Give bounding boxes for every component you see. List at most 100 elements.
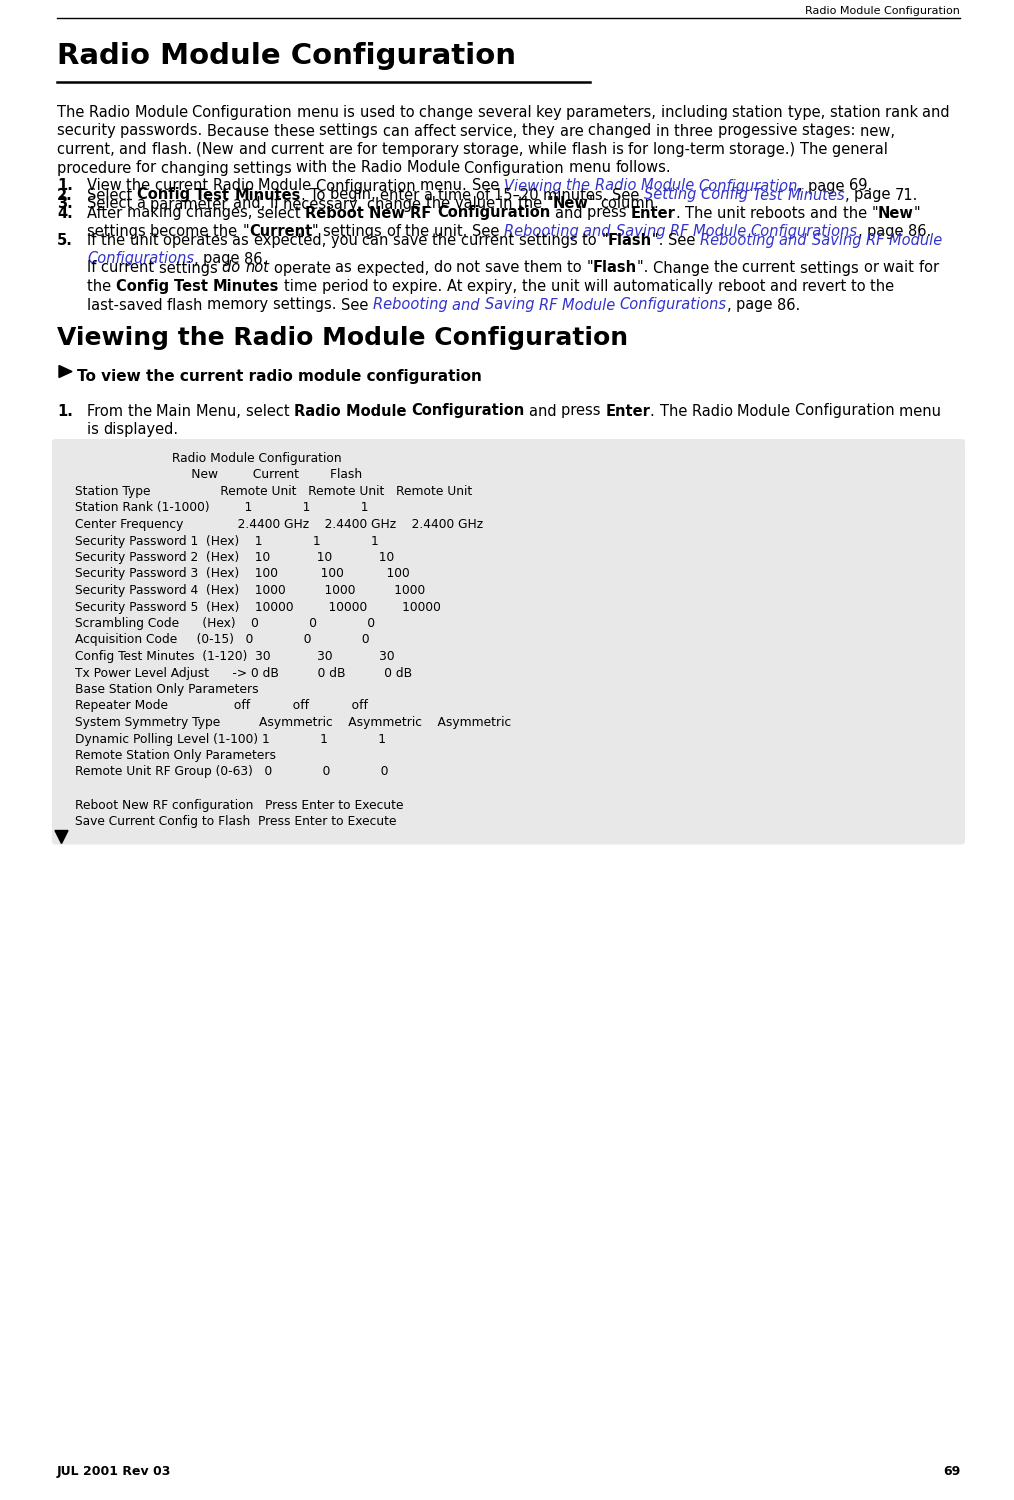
Text: minutes.: minutes. (544, 188, 612, 202)
Polygon shape (59, 366, 72, 378)
Text: parameter: parameter (150, 196, 232, 211)
Text: Module: Module (562, 297, 620, 312)
Text: ": " (601, 232, 607, 248)
Text: can: can (362, 232, 393, 248)
Text: Radio: Radio (361, 160, 407, 176)
Text: RF: RF (538, 297, 562, 312)
Text: New: New (878, 206, 914, 220)
Text: 2.: 2. (57, 188, 73, 202)
Text: Radio Module Configuration: Radio Module Configuration (75, 452, 342, 465)
Text: as: as (336, 261, 357, 276)
Text: you: you (331, 232, 362, 248)
Text: the: the (843, 206, 871, 220)
Text: Config: Config (137, 188, 195, 202)
Text: 1.: 1. (57, 178, 73, 194)
Text: Security Password 1  (Hex)    1             1             1: Security Password 1 (Hex) 1 1 1 (75, 534, 379, 548)
Text: Security Password 3  (Hex)    100           100           100: Security Password 3 (Hex) 100 100 100 (75, 567, 410, 580)
Text: Module: Module (888, 232, 947, 248)
Text: several: several (478, 105, 535, 120)
Text: Config: Config (702, 188, 753, 202)
Text: Config: Config (116, 279, 174, 294)
Text: is: is (611, 142, 628, 158)
Text: page: page (203, 252, 244, 267)
Text: Configuration: Configuration (795, 404, 899, 418)
Text: The: The (57, 105, 89, 120)
Text: general: general (832, 142, 892, 158)
Text: Viewing the Radio Module Configuration: Viewing the Radio Module Configuration (57, 326, 628, 350)
Text: time: time (284, 279, 321, 294)
Text: Select: Select (87, 188, 137, 202)
Text: the: the (522, 279, 551, 294)
Text: Tx Power Level Adjust      -> 0 dB          0 dB          0 dB: Tx Power Level Adjust -> 0 dB 0 dB 0 dB (75, 666, 412, 680)
Text: page: page (867, 224, 908, 238)
Text: Minutes: Minutes (213, 279, 280, 294)
Text: Minutes: Minutes (234, 188, 300, 202)
Text: the: the (87, 279, 116, 294)
Text: select: select (258, 206, 305, 220)
Text: service,: service, (460, 123, 522, 138)
Text: changes,: changes, (187, 206, 258, 220)
Text: temporary: temporary (381, 142, 463, 158)
Text: (New: (New (197, 142, 238, 158)
Text: Scrambling Code      (Hex)    0             0             0: Scrambling Code (Hex) 0 0 0 (75, 616, 375, 630)
Text: progessive: progessive (718, 123, 801, 138)
Text: ,: , (194, 252, 203, 267)
Text: and: and (555, 206, 587, 220)
Text: the: the (127, 178, 155, 194)
Text: settings: settings (800, 261, 864, 276)
Text: the: the (213, 224, 242, 238)
Text: reboot: reboot (718, 279, 770, 294)
Text: 4.: 4. (57, 206, 73, 220)
Text: select: select (245, 404, 294, 418)
Text: RF: RF (669, 224, 693, 238)
Text: memory: memory (207, 297, 273, 312)
Text: Configuration: Configuration (699, 178, 798, 194)
Text: Saving: Saving (811, 232, 866, 248)
Text: ": " (547, 196, 553, 211)
Text: long-term: long-term (653, 142, 729, 158)
Text: ,: , (798, 178, 807, 194)
Text: Radio: Radio (294, 404, 346, 418)
Text: expire.: expire. (392, 279, 447, 294)
Text: Minutes: Minutes (787, 188, 845, 202)
Text: settings.: settings. (273, 297, 341, 312)
Text: Acquisition Code     (0-15)   0             0             0: Acquisition Code (0-15) 0 0 0 (75, 633, 370, 646)
Text: is: is (344, 105, 360, 120)
Text: are: are (560, 123, 588, 138)
Text: Setting: Setting (644, 188, 702, 202)
Text: 69: 69 (943, 1466, 960, 1478)
Text: Configurations: Configurations (750, 224, 858, 238)
Text: Menu,: Menu, (196, 404, 245, 418)
Text: Configuration: Configuration (437, 206, 550, 220)
Text: change: change (419, 105, 478, 120)
Text: as: as (232, 232, 254, 248)
Text: settings: settings (159, 261, 222, 276)
Text: Module: Module (135, 105, 193, 120)
Text: in: in (656, 123, 674, 138)
Text: ,: , (858, 224, 867, 238)
Text: page: page (854, 188, 895, 202)
Text: To view the current radio module configuration: To view the current radio module configu… (77, 369, 482, 384)
Text: The: The (660, 404, 692, 418)
Text: Configuration: Configuration (316, 178, 421, 194)
Text: menu: menu (569, 160, 615, 176)
Text: and: and (923, 105, 955, 120)
Text: ": " (871, 206, 878, 220)
Text: Rebooting: Rebooting (700, 232, 780, 248)
Text: New: New (553, 196, 589, 211)
Text: Security Password 4  (Hex)    1000          1000          1000: Security Password 4 (Hex) 1000 1000 1000 (75, 584, 425, 597)
Text: the: the (426, 196, 454, 211)
Text: Radio: Radio (213, 178, 259, 194)
Text: Module: Module (407, 160, 464, 176)
Text: of: of (476, 188, 494, 202)
Text: expected,: expected, (254, 232, 331, 248)
Text: 3.: 3. (57, 196, 73, 211)
Text: will: will (584, 279, 613, 294)
Text: stages:: stages: (801, 123, 860, 138)
Text: key: key (535, 105, 566, 120)
Text: settings: settings (87, 224, 150, 238)
Text: Save Current Config to Flash  Press Enter to Execute: Save Current Config to Flash Press Enter… (75, 815, 396, 828)
Text: Module: Module (737, 404, 795, 418)
Text: After: After (87, 206, 127, 220)
Text: 5.: 5. (57, 232, 73, 248)
